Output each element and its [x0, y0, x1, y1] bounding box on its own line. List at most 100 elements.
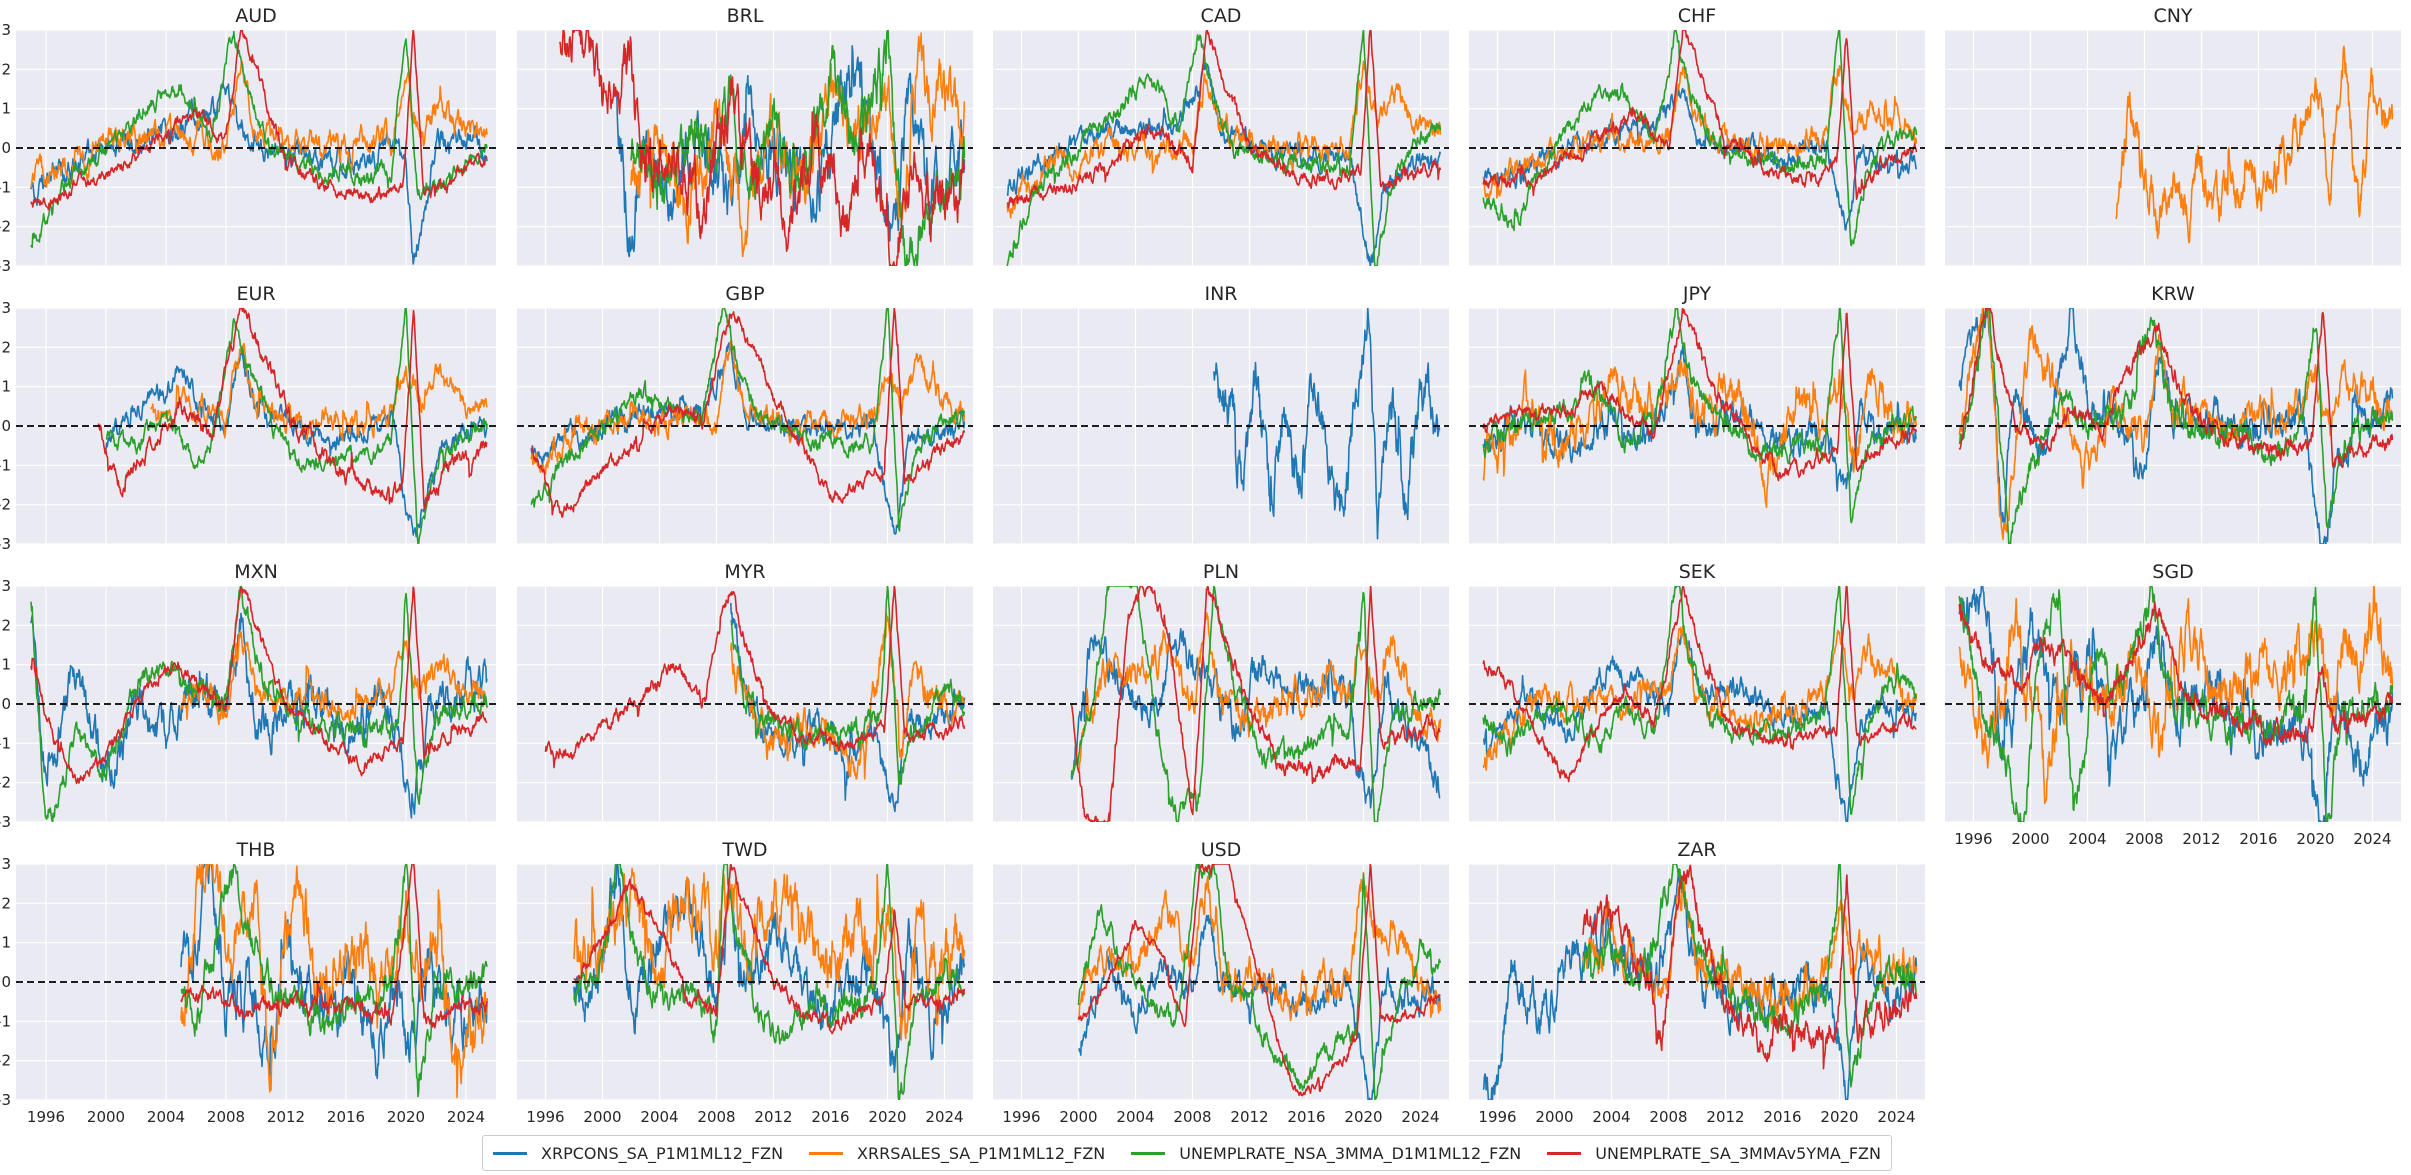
panel-chf: CHF — [1469, 5, 1925, 267]
panel-usd: USD 1996 2000 2004 2008 2012 2016 2020 2024 — [993, 839, 1449, 1126]
series-line-jpy-3 — [1482, 308, 1918, 482]
panel-title-mxn: MXN — [234, 561, 278, 583]
series-line-thb-3 — [180, 864, 488, 1029]
legend-swatch-unemplrate-nsa — [1131, 1151, 1166, 1155]
y-tick-label: 2 — [1, 616, 11, 634]
panel-aud: AUD -3 -2 -1 0 1 2 3 — [0, 5, 496, 275]
panel-title-pln: PLN — [1203, 561, 1239, 583]
panel-thb: THB -3 -2 -1 0 1 2 3 1996 2000 2004 2008 2012 2016 202… — [0, 839, 496, 1126]
panel-title-brl: BRL — [727, 5, 764, 27]
series-line-thb-2 — [180, 864, 488, 1098]
series-line-sek-2 — [1482, 586, 1918, 816]
series-line-chf-0 — [1482, 87, 1918, 231]
series-line-eur-2 — [105, 308, 488, 544]
panel-zar: ZAR 1996 2000 2004 2008 2012 2016 2020 2024 — [1469, 839, 1925, 1126]
series-line-sgd-0 — [1958, 586, 2394, 822]
x-tick-label: 1996 — [1478, 1108, 1516, 1126]
x-tick-label: 2020 — [387, 1108, 425, 1126]
y-tick-label: 3 — [1, 855, 11, 873]
panel-twd: TWD 1996 2000 2004 2008 2012 2016 2020 2024 — [517, 839, 973, 1126]
x-tick-label: 2012 — [754, 1108, 792, 1126]
x-tick-label: 2004 — [2068, 830, 2106, 848]
x-tick-label: 2008 — [1649, 1108, 1687, 1126]
series-line-myr-2 — [730, 586, 966, 786]
panel-lines — [1958, 586, 2394, 822]
x-tick-label: 2012 — [1230, 1108, 1268, 1126]
panel-lines — [1482, 586, 1918, 822]
y-tick-label: 1 — [1, 378, 11, 396]
y-tick-label: -1 — [0, 1012, 11, 1030]
series-line-mxn-3 — [30, 586, 488, 785]
y-tick-label: 1 — [1, 100, 11, 118]
chart-legend: XRPCONS_SA_P1M1ML12_FZN XRRSALES_SA_P1M1… — [482, 1135, 1892, 1171]
panel-lines — [1006, 30, 1442, 266]
series-line-krw-2 — [1958, 308, 2394, 544]
y-tick-label: -1 — [0, 178, 11, 196]
x-tick-label: 1996 — [1002, 1108, 1040, 1126]
panel-mxn: MXN -3 -2 -1 0 1 2 3 — [0, 561, 496, 831]
panel-brl: BRL — [517, 5, 973, 267]
x-tick-label: 2004 — [1116, 1108, 1154, 1126]
panel-lines — [1070, 586, 1442, 822]
series-line-pln-0 — [1070, 627, 1441, 809]
series-line-inr-0 — [1213, 308, 1441, 540]
y-tick-label: 1 — [1, 934, 11, 952]
panel-cny: CNY — [1945, 5, 2401, 267]
panel-title-usd: USD — [1201, 839, 1242, 861]
x-tick-label: 2020 — [1344, 1108, 1382, 1126]
legend-label-xrpcons: XRPCONS_SA_P1M1ML12_FZN — [541, 1143, 784, 1163]
x-tick-label: 2020 — [1820, 1108, 1858, 1126]
series-line-thb-0 — [180, 864, 488, 1082]
panel-cad: CAD — [993, 5, 1449, 267]
legend-swatch-xrpcons — [493, 1151, 527, 1155]
panel-lines — [1482, 30, 1918, 247]
y-tick-label: 3 — [1, 299, 11, 317]
x-tick-label: 2016 — [1287, 1108, 1325, 1126]
panel-lines — [530, 308, 966, 535]
y-tick-label: 0 — [1, 695, 11, 713]
panel-lines — [30, 586, 488, 822]
series-line-cny-1 — [2115, 45, 2394, 244]
series-line-usd-3 — [1077, 864, 1441, 1097]
panel-lines — [573, 864, 966, 1100]
series-line-twd-3 — [573, 864, 966, 1035]
panel-lines — [2115, 45, 2394, 244]
x-tick-label: 2020 — [868, 1108, 906, 1126]
series-line-jpy-2 — [1482, 308, 1918, 524]
y-tick-label: -2 — [0, 496, 11, 514]
legend-swatch-xrrsales — [809, 1151, 844, 1155]
x-tick-label: 2004 — [640, 1108, 678, 1126]
x-tick-label: 2016 — [1763, 1108, 1801, 1126]
series-line-twd-2 — [573, 864, 966, 1100]
x-tick-label: 2020 — [2296, 830, 2334, 848]
y-tick-label: 3 — [1, 21, 11, 39]
series-line-krw-0 — [1958, 308, 2394, 544]
panel-title-sgd: SGD — [2152, 561, 2193, 583]
legend-swatch-unemplrate-sa — [1547, 1151, 1582, 1155]
series-line-brl-0 — [616, 45, 966, 258]
y-tick-label: -3 — [0, 813, 11, 831]
panel-title-krw: KRW — [2151, 283, 2195, 305]
panel-lines — [1077, 864, 1442, 1100]
panel-title-inr: INR — [1204, 283, 1237, 305]
series-line-twd-0 — [573, 864, 966, 1073]
series-line-usd-2 — [1077, 864, 1442, 1100]
series-line-cad-2 — [1006, 30, 1442, 266]
series-line-myr-1 — [730, 612, 966, 780]
y-tick-label: -2 — [0, 774, 11, 792]
legend-item-unemplrate-sa: UNEMPLRATE_SA_3MMAv5YMA_FZN — [1547, 1144, 1881, 1163]
x-tick-label: 2016 — [811, 1108, 849, 1126]
series-line-myr-0 — [730, 602, 966, 813]
x-tick-label: 2008 — [207, 1108, 245, 1126]
panel-myr: MYR — [517, 561, 973, 823]
y-tick-label: 2 — [1, 894, 11, 912]
panel-title-gbp: GBP — [725, 283, 764, 305]
series-line-myr-3 — [544, 586, 966, 769]
x-tick-label: 2012 — [1706, 1108, 1744, 1126]
panel-title-chf: CHF — [1678, 5, 1716, 27]
y-tick-label: -1 — [0, 734, 11, 752]
panel-lines — [1482, 308, 1918, 524]
x-tick-label: 2000 — [1535, 1108, 1573, 1126]
series-line-pln-3 — [1070, 586, 1441, 822]
